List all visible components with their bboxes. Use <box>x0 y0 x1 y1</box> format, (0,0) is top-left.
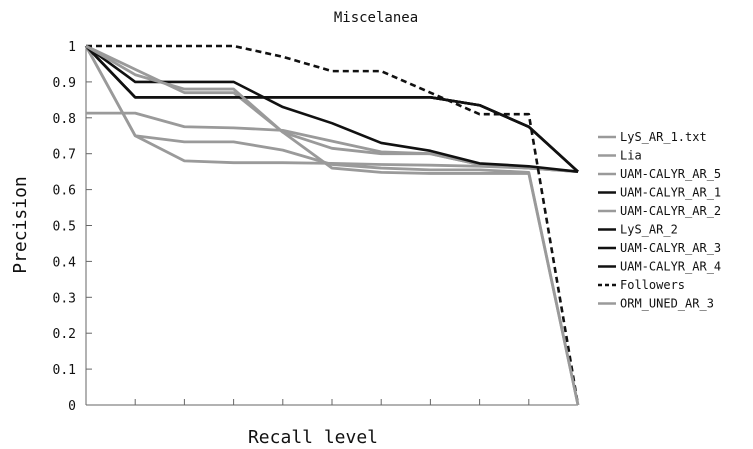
axes: 0 0.1 0.2 0.3 0.4 0.5 0.6 0.7 0.8 0.9 1 <box>53 40 579 414</box>
legend-label: UAM-CALYR_AR_5 <box>620 167 721 181</box>
legend-label: LyS_AR_2 <box>620 223 678 237</box>
y-tick-label: 0.6 <box>53 184 76 199</box>
chart-title: Miscelanea <box>334 10 418 26</box>
legend-label: UAM-CALYR_AR_4 <box>620 260 721 274</box>
legend: LyS_AR_1.txt Lia UAM-CALYR_AR_5 UAM-CALYR_A… <box>598 130 721 311</box>
y-tick-label: 0.1 <box>53 363 76 378</box>
legend-label: ORM_UNED_AR_3 <box>620 297 714 311</box>
series-line <box>85 45 579 173</box>
series-line <box>85 44 579 174</box>
series-line <box>85 45 579 173</box>
y-tick-label: 0.8 <box>53 112 76 127</box>
series-line <box>84 45 579 174</box>
series-line <box>85 45 579 173</box>
legend-label: UAM-CALYR_AR_2 <box>620 204 721 218</box>
series-line <box>86 44 580 406</box>
y-tick-label: 0 <box>68 399 76 414</box>
y-tick-label: 0.4 <box>53 255 77 270</box>
y-axis-label: Precision <box>10 176 31 274</box>
series-line <box>84 45 580 406</box>
y-tick-label: 0.9 <box>53 76 76 91</box>
y-tick-label: 0.3 <box>53 291 76 306</box>
series-line <box>85 44 579 173</box>
legend-label: LyS_AR_1.txt <box>620 130 707 144</box>
legend-label: Followers <box>620 278 685 292</box>
y-tick-label: 1 <box>68 40 76 55</box>
legend-label: UAM-CALYR_AR_3 <box>620 241 721 255</box>
series-layer <box>84 44 580 406</box>
y-tick-label: 0.2 <box>53 327 76 342</box>
y-tick-label: 0.7 <box>53 148 76 163</box>
series-line <box>85 44 580 406</box>
x-axis-label: Recall level <box>248 427 378 448</box>
legend-label: UAM-CALYR_AR_1 <box>620 186 721 200</box>
y-tick-label: 0.5 <box>53 220 76 235</box>
legend-label: Lia <box>620 149 642 163</box>
